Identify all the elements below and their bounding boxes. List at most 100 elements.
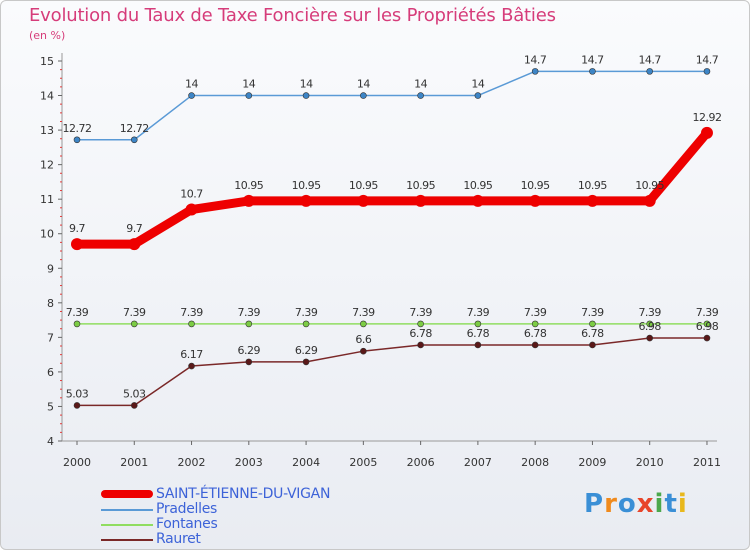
data-label: 7.39 — [295, 306, 318, 319]
data-point — [302, 92, 310, 99]
x-tick-label: 2003 — [235, 456, 263, 469]
series-line-pradelles — [76, 70, 708, 141]
y-tick-label: 7 — [47, 331, 54, 344]
x-tick-label: 2002 — [178, 456, 206, 469]
y-tick-label: 12 — [40, 159, 54, 172]
x-tick-label: 2009 — [578, 456, 606, 469]
data-point — [531, 341, 539, 349]
data-point — [589, 320, 596, 328]
legend-swatch-saint-etienne — [101, 490, 153, 498]
y-tick-label: 11 — [40, 193, 54, 206]
data-label: 14.7 — [638, 53, 661, 66]
x-tick-label: 2000 — [63, 456, 91, 469]
chart-title: Evolution du Taux de Taxe Foncière sur l… — [29, 5, 556, 26]
data-point — [360, 347, 367, 355]
x-tick-label: 2006 — [407, 456, 435, 469]
data-point — [529, 194, 542, 207]
y-tick-label: 14 — [40, 90, 54, 103]
data-label: 10.95 — [292, 179, 321, 192]
data-point — [531, 320, 539, 328]
data-label: 9.7 — [126, 222, 142, 235]
data-label: 10.95 — [234, 179, 263, 192]
legend-label: Rauret — [156, 531, 201, 547]
data-point — [646, 320, 654, 328]
data-label: 12.72 — [63, 122, 92, 135]
x-tick-label: 2008 — [521, 456, 549, 469]
data-point — [188, 92, 195, 99]
data-point — [703, 320, 711, 328]
data-label: 6.6 — [355, 333, 371, 346]
data-point — [73, 402, 81, 409]
logo-letter: o — [617, 489, 637, 519]
data-label: 7.39 — [409, 306, 432, 319]
data-label: 6.98 — [696, 320, 719, 333]
data-label: 14 — [414, 78, 427, 91]
data-label: 5.03 — [66, 387, 89, 400]
data-label: 14.7 — [696, 53, 719, 66]
x-tick-label: 2004 — [292, 456, 320, 469]
data-label: 10.95 — [349, 179, 378, 192]
data-label: 10.95 — [635, 179, 664, 192]
data-label: 6.78 — [467, 327, 490, 340]
data-point — [245, 358, 253, 366]
logo-letter: x — [636, 489, 655, 519]
data-point — [300, 194, 313, 207]
data-point — [73, 136, 81, 144]
data-label: 14 — [300, 78, 313, 91]
x-tick-label: 2007 — [464, 456, 492, 469]
data-point — [474, 341, 482, 349]
data-point — [646, 334, 654, 342]
data-label: 10.95 — [578, 179, 607, 192]
data-label: 7.39 — [238, 306, 261, 319]
data-point — [73, 320, 81, 328]
data-label: 14 — [242, 78, 255, 91]
data-point — [531, 68, 539, 75]
data-label: 12.92 — [692, 111, 721, 124]
data-label: 7.39 — [467, 306, 490, 319]
plot-area — [62, 53, 717, 441]
x-tick-label: 2005 — [349, 456, 377, 469]
data-point — [245, 92, 253, 99]
data-point — [643, 194, 656, 207]
data-point — [417, 341, 424, 349]
data-point — [703, 334, 711, 342]
x-tick-label: 2001 — [120, 456, 148, 469]
data-label: 10.95 — [521, 179, 550, 192]
data-point — [703, 68, 711, 75]
y-tick-label: 6 — [47, 366, 54, 379]
legend-label: SAINT-ÉTIENNE-DU-VIGAN — [156, 486, 331, 502]
data-label: 5.03 — [123, 387, 146, 400]
data-point — [471, 194, 484, 207]
data-label: 10.7 — [180, 188, 203, 201]
y-tick-label: 13 — [40, 124, 54, 137]
data-point — [71, 238, 83, 251]
data-point — [357, 194, 370, 207]
data-point — [360, 92, 367, 99]
data-point — [245, 320, 253, 328]
data-label: 10.95 — [463, 179, 492, 192]
data-label: 14.7 — [524, 53, 547, 66]
series-line-saint-étienne-du-vigan — [72, 128, 712, 249]
x-tick-label: 2010 — [636, 456, 664, 469]
data-label: 7.39 — [581, 306, 604, 319]
data-label: 7.39 — [66, 306, 89, 319]
data-point — [128, 238, 141, 251]
data-point — [302, 320, 310, 328]
data-point — [360, 320, 367, 328]
data-point — [188, 320, 195, 328]
data-point — [646, 68, 654, 75]
data-point — [302, 358, 310, 366]
chart-subtitle: (en %) — [29, 29, 66, 42]
y-tick-label: 8 — [47, 297, 54, 310]
data-point — [130, 402, 138, 409]
logo-letter: P — [584, 489, 605, 519]
data-point — [130, 320, 138, 328]
legend-swatch-rauret — [101, 539, 153, 541]
data-point — [188, 362, 195, 370]
proxiti-logo: Proxiti — [584, 489, 688, 519]
series-line-rauret — [76, 337, 708, 407]
data-label: 7.39 — [180, 306, 203, 319]
data-label: 6.78 — [409, 327, 432, 340]
